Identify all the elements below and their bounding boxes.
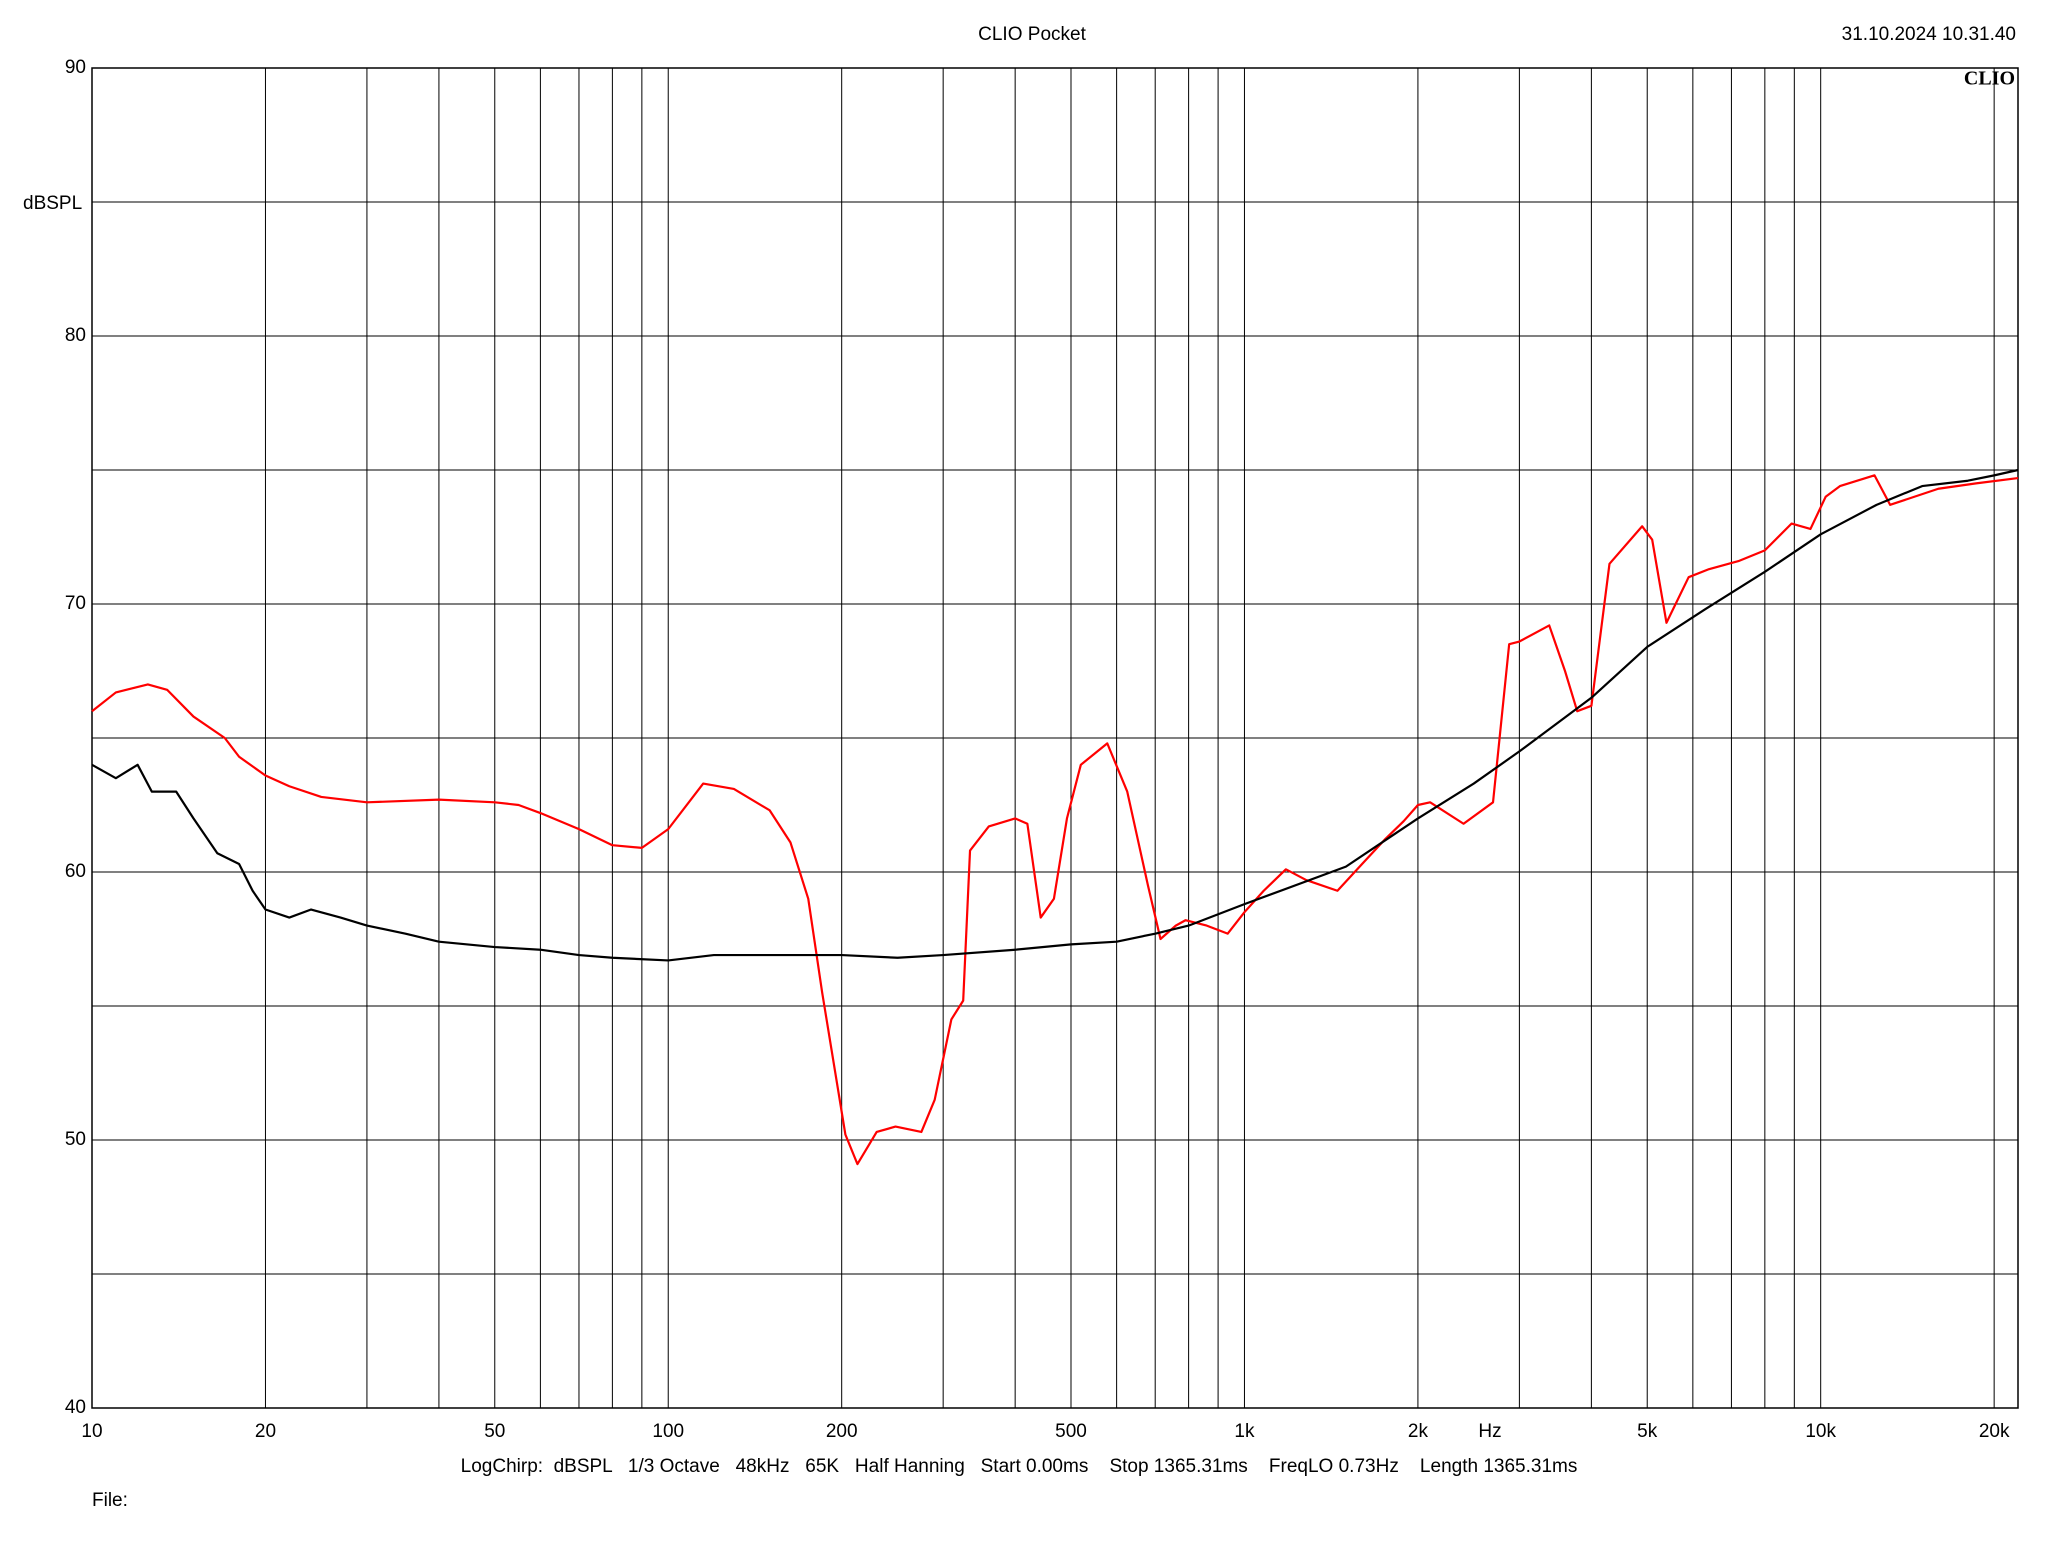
watermark: CLIO xyxy=(1964,68,2015,90)
file-label: File: xyxy=(92,1490,128,1511)
y-axis-label: dBSPL xyxy=(23,193,82,214)
x-axis-label: Hz xyxy=(1478,1421,1501,1442)
series-line xyxy=(91,474,2019,1166)
x-tick-label: 1k xyxy=(1234,1421,1255,1442)
x-tick-label: 500 xyxy=(1055,1421,1087,1442)
y-tick-label: 40 xyxy=(65,1397,86,1418)
x-tick-label: 2k xyxy=(1408,1421,1429,1442)
x-tick-label: 10 xyxy=(81,1421,102,1442)
x-tick-label: 100 xyxy=(652,1421,684,1442)
x-tick-label: 200 xyxy=(826,1421,858,1442)
timestamp: 31.10.2024 10.31.40 xyxy=(1842,24,2016,45)
footer: LogChirp: dBSPL 1/3 Octave 48kHz 65K Hal… xyxy=(461,1456,1578,1477)
plot-frame xyxy=(91,67,2019,1409)
y-tick-label: 50 xyxy=(65,1129,86,1150)
y-tick-label: 80 xyxy=(65,325,86,346)
series-line xyxy=(91,468,2019,962)
x-tick-label: 20k xyxy=(1979,1421,2010,1442)
y-tick-label: 60 xyxy=(65,861,86,882)
x-tick-label: 20 xyxy=(255,1421,276,1442)
y-tick-label: 90 xyxy=(65,57,86,78)
x-tick-label: 50 xyxy=(484,1421,505,1442)
y-tick-label: 70 xyxy=(65,593,86,614)
chart-title: CLIO Pocket xyxy=(978,24,1086,45)
x-tick-label: 5k xyxy=(1637,1421,1658,1442)
x-tick-label: 10k xyxy=(1805,1421,1836,1442)
